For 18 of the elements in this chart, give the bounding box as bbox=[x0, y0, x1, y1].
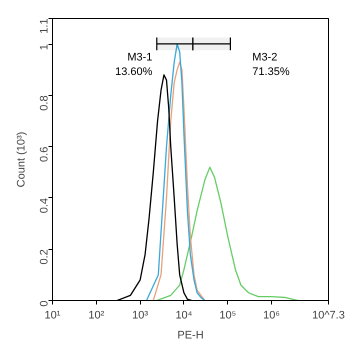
x-tick-label: 10⁴ bbox=[175, 310, 193, 322]
y-tick-label: 0.4 bbox=[38, 198, 50, 214]
y-axis-title: Count (10³) bbox=[16, 132, 28, 188]
y-tick-label: 0.8 bbox=[38, 95, 50, 111]
y-tick-label: 1.1 bbox=[38, 18, 50, 34]
y-tick-label: 0 bbox=[38, 300, 50, 307]
y-tick-label: 0.2 bbox=[38, 249, 50, 265]
x-tick-label: 10⁵ bbox=[219, 310, 236, 322]
y-tick-label: 0.6 bbox=[38, 146, 50, 162]
band-label: M3-2 71.35% bbox=[252, 52, 290, 78]
y-tick-label: 1 bbox=[38, 44, 50, 50]
x-tick-label: 10³ bbox=[132, 310, 148, 322]
x-tick-label: 10⁶ bbox=[263, 310, 280, 322]
band-label: M3-1 13.60% bbox=[115, 52, 153, 78]
x-tick-label: 10^7.3 bbox=[312, 310, 345, 322]
x-tick-label: 10² bbox=[88, 310, 105, 322]
x-tick-label: 10¹ bbox=[44, 310, 61, 322]
x-axis-title: PE-H bbox=[177, 330, 204, 342]
